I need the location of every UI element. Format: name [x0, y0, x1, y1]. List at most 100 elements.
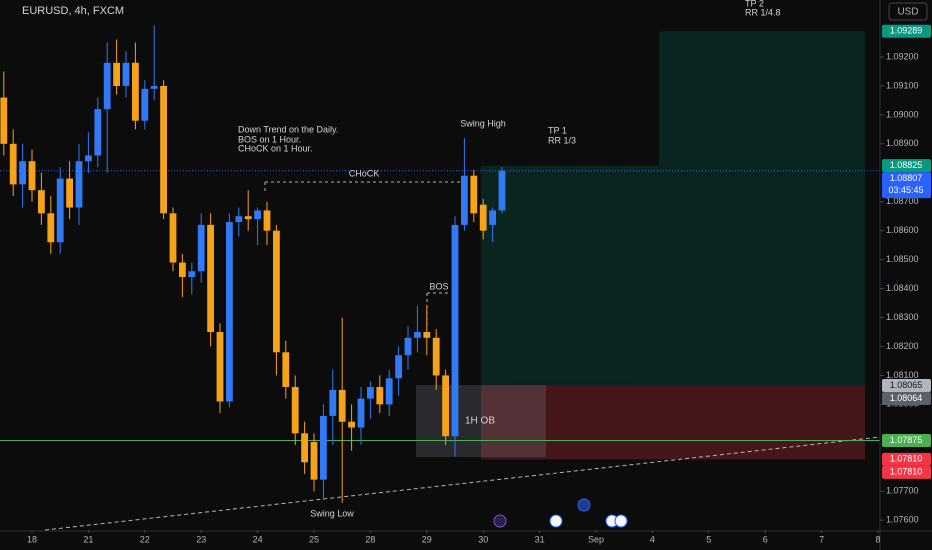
- annotation: Down Trend on the Daily.: [238, 124, 338, 134]
- candle-body: [188, 271, 196, 278]
- price-tag: [882, 434, 931, 448]
- candle-body: [19, 161, 26, 185]
- candle-body: [113, 62, 120, 86]
- price-tag: [882, 465, 931, 479]
- candles: [0, 25, 506, 503]
- price-tag-label: 1.07875: [890, 435, 923, 445]
- candle-body: [301, 433, 308, 463]
- candle-body: [207, 224, 214, 333]
- x-tick-label: 29: [422, 534, 432, 544]
- axes: 1.09200 1.09100 1.09000 1.08900 1.08700 1.086…: [27, 51, 919, 544]
- levels: [0, 170, 880, 442]
- order-block-box: [416, 385, 546, 457]
- candle-body: [461, 175, 468, 225]
- chart-title: EURUSD, 4h, FXCM: [22, 5, 124, 17]
- x-tick-label: 6: [763, 534, 768, 544]
- candle-body: [216, 332, 224, 402]
- candle-body: [291, 387, 299, 434]
- x-tick-label: 4: [650, 534, 655, 544]
- candle-body: [479, 204, 487, 231]
- candle-body: [273, 230, 280, 353]
- candle-body: [329, 389, 337, 416]
- x-tick-label: 23: [196, 534, 206, 544]
- x-tick-label: 31: [535, 534, 545, 544]
- candle-body: [320, 415, 327, 480]
- candle-body: [498, 170, 506, 211]
- y-tick-label: 1.08900: [886, 138, 919, 148]
- zones: [481, 31, 865, 460]
- candle-body: [357, 398, 365, 428]
- annotation: CHoCK on 1 Hour.: [238, 143, 313, 153]
- event-icon[interactable]: [549, 514, 563, 528]
- x-tick-label: 25: [309, 534, 319, 544]
- price-tag: [882, 159, 931, 173]
- y-tick-label: 1.07700: [886, 486, 919, 496]
- candle-body: [0, 97, 8, 144]
- candle-body: [66, 178, 73, 208]
- candle-body: [404, 337, 412, 356]
- y-tick-label: 1.08400: [886, 283, 919, 293]
- currency-label[interactable]: USD: [897, 7, 918, 18]
- currency-button[interactable]: [888, 2, 928, 21]
- x-tick-label: 7: [819, 534, 824, 544]
- annotation: RR 1/3: [548, 135, 576, 145]
- y-tick-label: 1.08300: [886, 312, 919, 322]
- price-tag: [882, 392, 931, 406]
- y-tick-label: 1.08600: [886, 225, 919, 235]
- candle-body: [169, 213, 177, 263]
- candle-body: [395, 355, 402, 379]
- candle-body: [367, 387, 374, 399]
- candle-body: [385, 378, 393, 405]
- candle-body: [235, 216, 243, 223]
- x-tick-label: 24: [253, 534, 263, 544]
- annotation: TP 2: [745, 0, 764, 8]
- y-tick-label: 1.09000: [886, 109, 919, 119]
- annotation: Swing Low: [310, 508, 354, 518]
- event-icon[interactable]: [577, 498, 591, 512]
- candle-body: [423, 332, 431, 338]
- candle-body: [103, 62, 111, 110]
- y-tick-label: 1.07600: [886, 515, 919, 525]
- candle-body: [414, 332, 421, 338]
- annotation: TP 1: [548, 125, 567, 135]
- candle-body: [179, 262, 186, 278]
- price-tag: [882, 24, 931, 38]
- candle-body: [56, 178, 64, 243]
- x-tick-label: 18: [27, 534, 37, 544]
- candle-body: [132, 62, 139, 121]
- annotation: RR 1/4.8: [745, 7, 781, 17]
- candle-body: [376, 387, 384, 405]
- candle-body: [141, 88, 149, 121]
- candle-body: [122, 62, 130, 86]
- candle-body: [470, 175, 478, 214]
- candle-body: [338, 389, 346, 422]
- price-tag-label: 1.07810: [890, 454, 923, 464]
- candle-body: [28, 161, 36, 191]
- annotation: CHoCK: [349, 168, 380, 178]
- price-tag-label: 1.08825: [890, 160, 923, 170]
- event-icon[interactable]: [614, 514, 628, 528]
- y-tick-label: 1.08500: [886, 254, 919, 264]
- x-tick-label: 22: [140, 534, 150, 544]
- price-tags: 1.092891.088251.0880703:45:451.080651.08…: [882, 24, 931, 479]
- candle-body: [85, 155, 92, 162]
- candle-body: [226, 222, 233, 402]
- trend-line: [44, 436, 881, 531]
- annotation: 1H OB: [465, 416, 495, 427]
- y-tick-label: 1.08100: [886, 370, 919, 380]
- price-tag-label: 1.08807: [890, 173, 923, 183]
- price-tag-label: 1.09289: [890, 26, 923, 36]
- price-tag: [882, 379, 931, 393]
- x-tick-label: 21: [83, 534, 93, 544]
- candle-body: [263, 210, 271, 231]
- candle-body: [442, 375, 449, 437]
- target-zone: [659, 31, 865, 386]
- y-tick-label: 1.08200: [886, 341, 919, 351]
- x-tick-label: 28: [365, 534, 375, 544]
- candle-body: [197, 224, 205, 272]
- event-icon[interactable]: [493, 514, 507, 528]
- countdown-label: 03:45:45: [888, 185, 923, 195]
- annotation: Swing High: [460, 118, 506, 128]
- x-tick-label: 5: [706, 534, 711, 544]
